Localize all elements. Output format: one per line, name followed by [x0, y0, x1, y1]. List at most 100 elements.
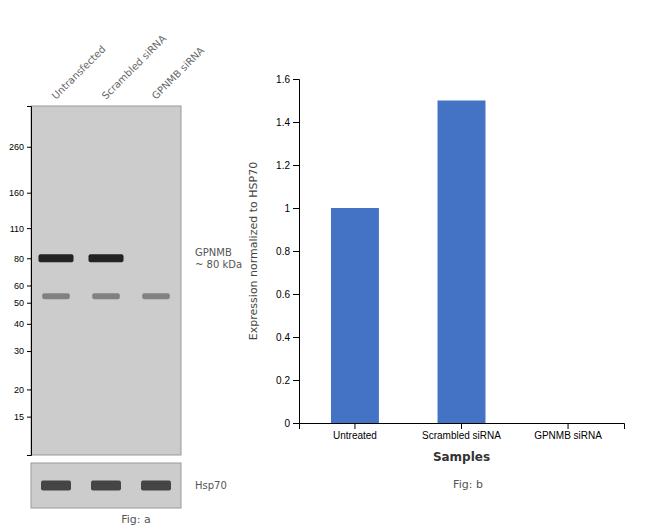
- x-tick-label: Scrambled siRNA: [422, 430, 501, 441]
- x-axis-line: [300, 424, 625, 430]
- mw-tick: 40: [14, 319, 31, 329]
- mw-tick: 110: [10, 224, 31, 234]
- y-tick: 0.8: [276, 246, 299, 257]
- mw-tick-label: 50: [14, 298, 24, 308]
- mw-tick-label: 160: [9, 188, 24, 198]
- figure: 0 0.2 0.4 0.6 0.8 1 1.2 1.4 1.6 Untreated Scramble…: [0, 0, 650, 529]
- mw-tick: 80: [14, 254, 31, 264]
- y-tick-mark: [293, 337, 299, 338]
- lane-label: GPNMB siRNA: [150, 45, 207, 102]
- loading-band: [41, 481, 71, 491]
- x-axis-title: Samples: [433, 450, 490, 464]
- x-tick-mark: [354, 423, 355, 429]
- y-tick-label: 1.4: [276, 117, 290, 128]
- blot-panel: GPNMB~ 80 kDa Hsp70 260 160 110 80 60 50 40 30 20 1…: [9, 33, 242, 526]
- mw-tick-label: 15: [14, 412, 24, 422]
- mw-tick: 20: [14, 385, 31, 395]
- mw-tick-mark: [27, 351, 31, 352]
- y-tick-mark: [293, 251, 299, 252]
- mw-tick-label: 110: [10, 224, 24, 234]
- mw-tick-mark: [27, 285, 31, 286]
- gel: [31, 106, 181, 455]
- y-tick: 0.4: [276, 332, 299, 343]
- x-tick-mark: [568, 423, 569, 429]
- x-axis: Untreated Scrambled siRNA GPNMB siRNA: [300, 423, 625, 441]
- mw-tick: 60: [14, 281, 31, 291]
- mw-tick: 15: [14, 412, 31, 422]
- band-label-line: ~ 80 kDa: [195, 259, 242, 270]
- mw-tick: 30: [14, 346, 31, 356]
- x-tick-mark: [461, 423, 462, 429]
- mw-tick: 50: [14, 298, 31, 308]
- mw-axis-line: [27, 107, 32, 456]
- lane-label: Untransfected: [50, 43, 108, 101]
- y-tick-label: 1.2: [276, 160, 290, 171]
- y-tick: 0.2: [276, 375, 299, 386]
- loading-bands: [41, 481, 171, 491]
- bar: [544, 423, 592, 424]
- y-tick-mark: [293, 79, 299, 80]
- y-tick-label: 0.4: [276, 332, 290, 343]
- mw-tick: 260: [9, 142, 31, 152]
- y-tick: 1.2: [276, 160, 299, 171]
- y-tick: 0.6: [276, 289, 299, 300]
- loading-band: [141, 481, 171, 491]
- mw-tick-mark: [27, 228, 31, 229]
- bar: [438, 101, 486, 424]
- panel-label: Fig: a: [121, 513, 151, 526]
- bands: [39, 254, 170, 299]
- bars: [331, 101, 486, 424]
- mw-tick: 160: [9, 188, 31, 198]
- mw-tick-mark: [27, 417, 31, 418]
- bar: [331, 208, 379, 423]
- mw-tick-label: 80: [14, 254, 24, 264]
- mw-tick-mark: [27, 147, 31, 148]
- mw-tick-label: 60: [14, 281, 24, 291]
- mw-tick-mark: [27, 324, 31, 325]
- lower-band: [42, 293, 70, 299]
- x-tick: Scrambled siRNA: [422, 423, 501, 441]
- band: [89, 254, 124, 262]
- y-tick-label: 0.8: [276, 246, 290, 257]
- loading-label: Hsp70: [195, 480, 227, 491]
- lower-band: [142, 293, 170, 299]
- y-axis-line: [293, 80, 300, 424]
- x-tick-label: Untreated: [333, 430, 377, 441]
- y-tick: 0: [284, 418, 299, 429]
- mw-tick-mark: [27, 193, 31, 194]
- x-tick: GPNMB siRNA: [534, 423, 602, 441]
- mw-tick-label: 40: [14, 319, 24, 329]
- band: [39, 254, 74, 262]
- loading-band: [91, 481, 121, 491]
- y-axis: 0 0.2 0.4 0.6 0.8 1 1.2 1.4 1.6: [276, 74, 299, 429]
- y-tick: 1.4: [276, 117, 299, 128]
- mw-tick-mark: [27, 258, 31, 259]
- mw-tick-label: 260: [9, 142, 24, 152]
- x-tick: Untreated: [333, 423, 377, 441]
- mw-tick-mark: [27, 389, 31, 390]
- y-tick: 1: [284, 203, 299, 214]
- mw-tick-label: 20: [14, 385, 24, 395]
- y-tick-mark: [293, 294, 299, 295]
- y-tick-label: 0.2: [276, 375, 290, 386]
- y-tick-label: 0.6: [276, 289, 290, 300]
- mw-tick-label: 30: [14, 346, 24, 356]
- lower-band: [92, 293, 120, 299]
- panel-label: Fig: b: [453, 478, 483, 491]
- mw-axis: 260 160 110 80 60 50 40 30 20 15: [9, 107, 32, 456]
- band-label-line: GPNMB: [195, 247, 232, 258]
- y-tick: 1.6: [276, 74, 299, 85]
- y-tick-mark: [293, 423, 299, 424]
- y-tick-label: 0: [284, 418, 290, 429]
- y-tick-mark: [293, 122, 299, 123]
- y-tick-mark: [293, 208, 299, 209]
- bar-panel: 0 0.2 0.4 0.6 0.8 1 1.2 1.4 1.6 Untreated Scramble…: [247, 74, 625, 491]
- x-tick-label: GPNMB siRNA: [534, 430, 602, 441]
- loading-gel: [31, 463, 181, 508]
- mw-tick-mark: [27, 303, 31, 304]
- band-label: GPNMB~ 80 kDa: [195, 247, 242, 270]
- y-axis-title: Expression normalized to HSP70: [247, 162, 260, 340]
- y-tick-label: 1: [284, 203, 290, 214]
- y-tick-label: 1.6: [276, 74, 290, 85]
- y-tick-mark: [293, 380, 299, 381]
